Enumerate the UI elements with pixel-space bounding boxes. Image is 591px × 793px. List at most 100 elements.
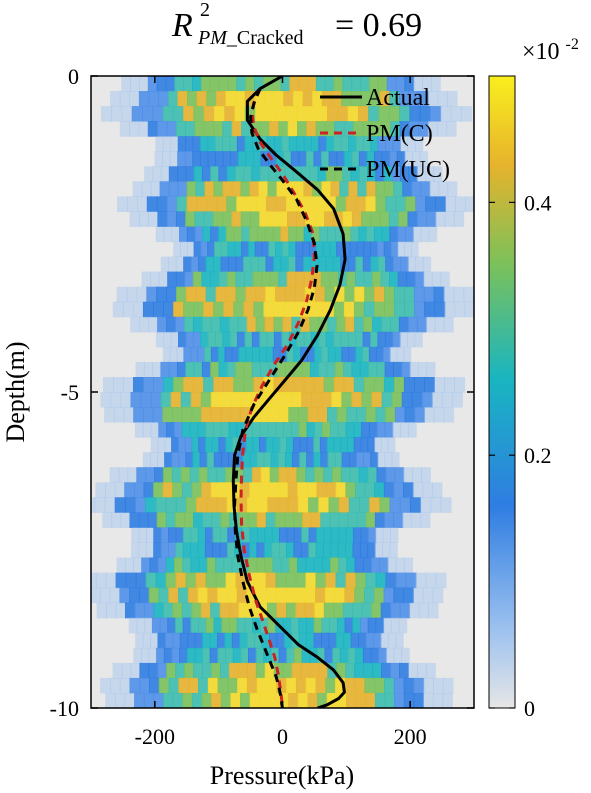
heatmap-cell [205,527,214,543]
heatmap-cell [198,557,208,574]
heatmap-cell [187,91,198,107]
heatmap-cell [434,377,446,393]
heatmap-cell [328,632,337,649]
heatmap-cell [189,467,200,483]
heatmap-cell [183,256,192,273]
x-tick-label: -200 [135,724,175,749]
heatmap-cell [227,271,237,288]
heatmap-cell [213,301,225,318]
heatmap-cell [378,106,390,122]
heatmap-cell [128,617,138,634]
heatmap-cell [315,587,326,604]
heatmap-cell [236,196,248,212]
heatmap-cell [243,377,255,393]
heatmap-cell [186,226,196,243]
heatmap-cell [218,166,228,182]
heatmap-cell [274,331,283,348]
heatmap-cell [394,286,405,303]
heatmap-cell [389,346,398,363]
heatmap-cell [363,241,372,258]
heatmap-cell [175,121,187,137]
heatmap-cell [202,512,213,528]
heatmap-cell [299,452,308,468]
heatmap-cell [303,226,313,243]
heatmap-cell [172,632,181,649]
heatmap-cell [125,602,136,619]
heatmap-cell [286,527,295,543]
heatmap-cell [391,392,403,408]
heatmap-cell [353,527,362,543]
heatmap-cell [337,271,348,288]
heatmap-cell [330,542,339,559]
heatmap-cell [207,467,218,483]
heatmap-cell [121,76,131,92]
heatmap-cell [245,151,254,167]
heatmap-cell [297,693,309,708]
heatmap-cell [159,617,169,634]
heatmap-cell [202,632,211,649]
heatmap-cell [134,422,144,438]
heatmap-cell [204,437,213,453]
heatmap-cell [327,106,339,122]
heatmap-cell [333,377,345,393]
heatmap-cell [397,271,408,288]
heatmap-cell [256,677,268,694]
heatmap-cell [231,211,242,227]
heatmap-cell [196,497,208,513]
heatmap-cell [174,76,185,92]
heatmap-cell [176,286,187,303]
heatmap-cell [228,452,237,468]
heatmap-cell [308,542,317,559]
heatmap-cell [112,662,123,679]
heatmap-cell [302,91,314,107]
heatmap-cell [158,271,169,288]
heatmap-cell [272,226,282,243]
heatmap-cell [162,346,171,363]
heatmap-cell [283,377,295,393]
heatmap-cell [326,437,335,453]
heatmap-cell [255,572,267,589]
heatmap-cell [362,121,373,137]
heatmap-cell [377,331,386,348]
heatmap-cell [399,121,410,137]
heatmap-cell [393,677,405,694]
heatmap-cell [345,527,354,543]
heatmap-cell [175,316,185,333]
heatmap-cell [236,76,247,92]
heatmap-cell [361,422,370,438]
heatmap-cell [379,91,391,107]
heatmap-cell [230,693,241,708]
heatmap-cell [348,497,360,513]
heatmap-cell [390,617,400,634]
heatmap-cell [248,647,257,664]
heatmap-cell [431,76,441,92]
heatmap-cell [321,392,333,408]
heatmap-cell [233,226,243,243]
heatmap-cell [314,286,326,303]
heatmap-cell [460,106,473,122]
heatmap-cell [193,241,202,258]
heatmap-cell [303,136,312,152]
heatmap-cell [305,587,317,604]
heatmap-cell [284,166,294,182]
heatmap-cell [224,106,236,122]
heatmap-cell [424,407,435,423]
heatmap-cell [306,617,315,634]
heatmap-cell [286,437,294,453]
heatmap-cell [124,693,135,708]
heatmap-cell [201,271,211,288]
heatmap-cell [135,361,145,378]
heatmap-cell [267,181,278,197]
heatmap-cell [174,557,184,574]
heatmap-cell [360,91,371,107]
heatmap-cell [334,286,346,303]
colorbar-multiplier: ×10 -2 [522,36,579,65]
heatmap-cell [193,512,204,528]
heatmap-cell [298,151,307,167]
heatmap-cell [315,196,327,212]
heatmap-cell [129,587,140,604]
heatmap-cell [127,467,138,483]
heatmap-cell [414,301,426,318]
heatmap-cell [281,241,290,258]
heatmap-cell [384,361,394,378]
